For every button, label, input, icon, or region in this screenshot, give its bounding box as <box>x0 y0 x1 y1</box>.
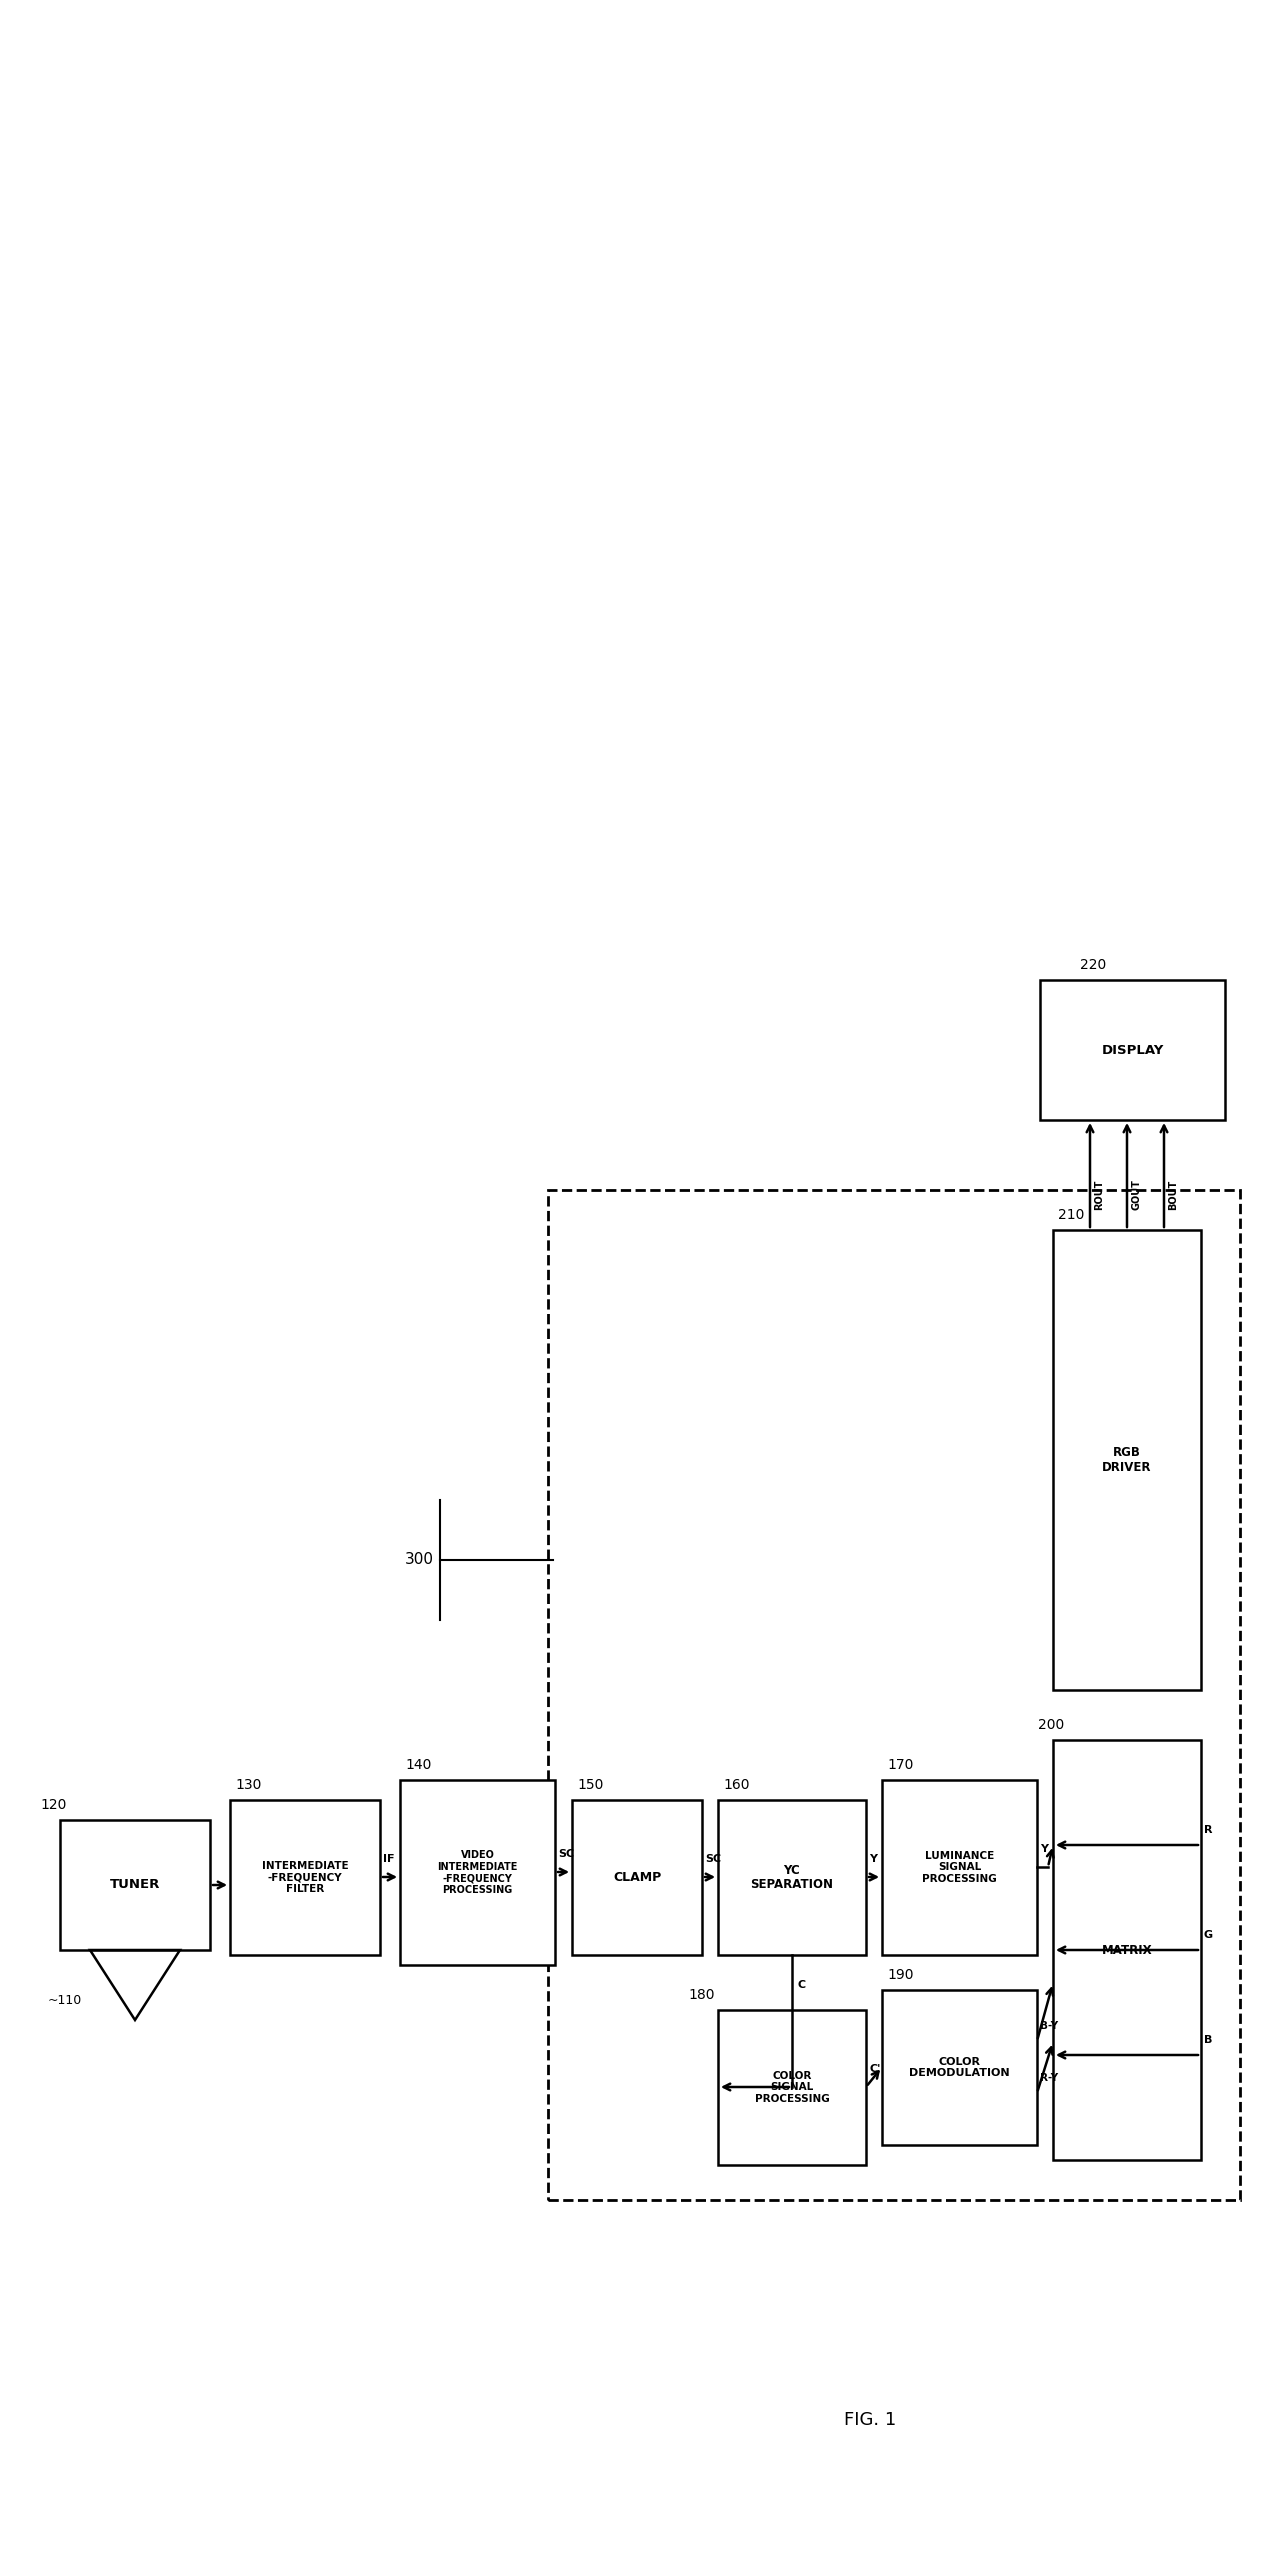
Text: 300: 300 <box>405 1553 433 1568</box>
Bar <box>400 1781 556 1965</box>
Text: 210: 210 <box>1058 1209 1084 1222</box>
Text: MATRIX: MATRIX <box>1102 1945 1152 1957</box>
Bar <box>718 1801 865 1955</box>
Text: GOUT: GOUT <box>1130 1179 1141 1209</box>
Text: INTERMEDIATE
-FREQUENCY
FILTER: INTERMEDIATE -FREQUENCY FILTER <box>261 1860 349 1893</box>
Text: C': C' <box>869 2065 881 2075</box>
Text: 170: 170 <box>887 1758 913 1773</box>
Text: SC: SC <box>558 1850 574 1860</box>
Text: VIDEO
INTERMEDIATE
-FREQUENCY
PROCESSING: VIDEO INTERMEDIATE -FREQUENCY PROCESSING <box>437 1850 518 1896</box>
Text: ~110: ~110 <box>48 1993 82 2006</box>
Text: 200: 200 <box>1038 1719 1065 1732</box>
Bar <box>60 1819 210 1950</box>
Text: 120: 120 <box>40 1799 67 1811</box>
Bar <box>718 2011 865 2165</box>
Text: BOUT: BOUT <box>1168 1179 1178 1209</box>
Text: CLAMP: CLAMP <box>613 1870 661 1883</box>
Text: B-Y: B-Y <box>1040 2021 1058 2032</box>
Text: COLOR
SIGNAL
PROCESSING: COLOR SIGNAL PROCESSING <box>755 2070 829 2103</box>
Text: 130: 130 <box>235 1778 261 1791</box>
Text: TUNER: TUNER <box>109 1878 161 1891</box>
Bar <box>572 1801 702 1955</box>
Text: Y: Y <box>869 1855 877 1865</box>
Text: YC
SEPARATION: YC SEPARATION <box>751 1863 833 1891</box>
Text: G: G <box>1204 1929 1213 1939</box>
Text: 140: 140 <box>405 1758 431 1773</box>
Bar <box>548 1189 1240 2201</box>
Text: FIG. 1: FIG. 1 <box>844 2411 896 2429</box>
Bar <box>1053 1230 1201 1691</box>
Bar <box>1040 981 1226 1120</box>
Text: Y: Y <box>1040 1845 1048 1855</box>
Bar <box>882 1781 1037 1955</box>
Text: ROUT: ROUT <box>1094 1179 1103 1209</box>
Text: C: C <box>797 1980 805 1991</box>
Bar <box>882 1991 1037 2144</box>
Text: 220: 220 <box>1080 958 1106 971</box>
Text: 150: 150 <box>577 1778 603 1791</box>
Text: B: B <box>1204 2034 1213 2044</box>
Bar <box>230 1801 379 1955</box>
Text: 190: 190 <box>887 1968 913 1983</box>
Text: 160: 160 <box>723 1778 750 1791</box>
Text: RGB
DRIVER: RGB DRIVER <box>1102 1445 1152 1473</box>
Text: IF: IF <box>383 1855 395 1865</box>
Bar <box>1053 1740 1201 2160</box>
Text: R-Y: R-Y <box>1040 2073 1058 2083</box>
Text: 180: 180 <box>688 1988 715 2001</box>
Text: COLOR
DEMODULATION: COLOR DEMODULATION <box>909 2057 1010 2078</box>
Text: R: R <box>1204 1824 1213 1834</box>
Text: SC: SC <box>705 1855 721 1865</box>
Text: DISPLAY: DISPLAY <box>1101 1043 1164 1056</box>
Text: LUMINANCE
SIGNAL
PROCESSING: LUMINANCE SIGNAL PROCESSING <box>922 1850 997 1883</box>
